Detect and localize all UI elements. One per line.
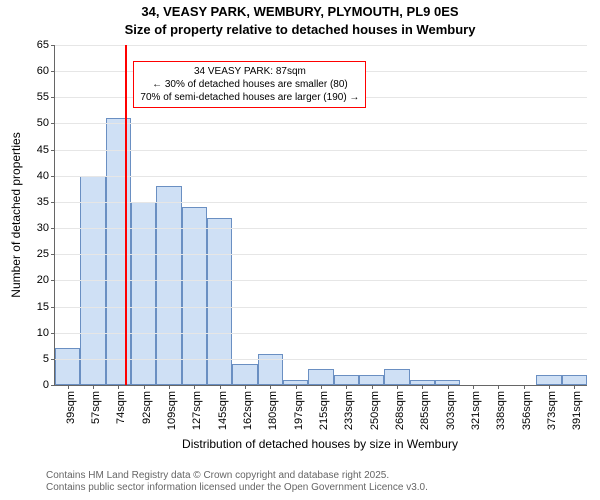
xtick-label: 74sqm [115, 391, 127, 424]
xtick-label: 391sqm [571, 391, 583, 430]
gridline [55, 333, 587, 334]
bar [384, 369, 409, 385]
gridline [55, 307, 587, 308]
xtick-mark [220, 385, 221, 389]
ytick-mark [51, 333, 55, 334]
annotation-line-2: ← 30% of detached houses are smaller (80… [140, 78, 359, 91]
ytick-mark [51, 228, 55, 229]
ytick-mark [51, 307, 55, 308]
ytick-mark [51, 385, 55, 386]
bar [536, 375, 561, 385]
ytick-mark [51, 254, 55, 255]
gridline [55, 150, 587, 151]
xtick-mark [194, 385, 195, 389]
marker-line [125, 45, 127, 385]
bar [308, 369, 333, 385]
ytick-mark [51, 45, 55, 46]
ytick-mark [51, 71, 55, 72]
bar [131, 202, 156, 385]
xtick-mark [422, 385, 423, 389]
xtick-label: 338sqm [495, 391, 507, 430]
ytick-mark [51, 123, 55, 124]
gridline [55, 45, 587, 46]
annotation-line-3: 70% of semi-detached houses are larger (… [140, 91, 359, 104]
xtick-label: 285sqm [419, 391, 431, 430]
xtick-mark [118, 385, 119, 389]
x-axis-label: Distribution of detached houses by size … [182, 437, 458, 451]
xtick-label: 162sqm [242, 391, 254, 430]
xtick-mark [574, 385, 575, 389]
bar [232, 364, 257, 385]
ytick-mark [51, 280, 55, 281]
xtick-label: 145sqm [217, 391, 229, 430]
bar [55, 348, 80, 385]
xtick-mark [169, 385, 170, 389]
xtick-label: 57sqm [90, 391, 102, 424]
xtick-mark [372, 385, 373, 389]
xtick-label: 92sqm [141, 391, 153, 424]
gridline [55, 202, 587, 203]
bar [334, 375, 359, 385]
chart-container: 34, VEASY PARK, WEMBURY, PLYMOUTH, PL9 0… [0, 0, 600, 500]
xtick-mark [397, 385, 398, 389]
y-axis-label: Number of detached properties [9, 132, 23, 297]
bar [207, 218, 232, 385]
xtick-mark [245, 385, 246, 389]
gridline [55, 280, 587, 281]
ytick-mark [51, 176, 55, 177]
title-line-2: Size of property relative to detached ho… [0, 22, 600, 37]
ytick-mark [51, 202, 55, 203]
xtick-label: 356sqm [521, 391, 533, 430]
bar [359, 375, 384, 385]
xtick-mark [549, 385, 550, 389]
ytick-mark [51, 359, 55, 360]
ytick-mark [51, 97, 55, 98]
xtick-label: 233sqm [343, 391, 355, 430]
xtick-label: 250sqm [369, 391, 381, 430]
annotation-line-1: 34 VEASY PARK: 87sqm [140, 65, 359, 78]
bar [156, 186, 181, 385]
xtick-mark [144, 385, 145, 389]
xtick-label: 303sqm [445, 391, 457, 430]
xtick-mark [68, 385, 69, 389]
xtick-label: 127sqm [191, 391, 203, 430]
xtick-mark [498, 385, 499, 389]
xtick-label: 321sqm [470, 391, 482, 430]
gridline [55, 176, 587, 177]
xtick-mark [321, 385, 322, 389]
plot-area: 05101520253035404550556065 39sqm57sqm74s… [54, 45, 587, 386]
xtick-label: 39sqm [65, 391, 77, 424]
gridline [55, 359, 587, 360]
footer: Contains HM Land Registry data © Crown c… [46, 470, 428, 494]
ytick-mark [51, 150, 55, 151]
xtick-label: 215sqm [318, 391, 330, 430]
xtick-label: 268sqm [394, 391, 406, 430]
title-line-1: 34, VEASY PARK, WEMBURY, PLYMOUTH, PL9 0… [0, 4, 600, 19]
xtick-label: 373sqm [546, 391, 558, 430]
xtick-mark [296, 385, 297, 389]
xtick-mark [93, 385, 94, 389]
xtick-label: 109sqm [166, 391, 178, 430]
xtick-mark [473, 385, 474, 389]
footer-line-2: Contains public sector information licen… [46, 482, 428, 494]
xtick-mark [346, 385, 347, 389]
bar [562, 375, 587, 385]
xtick-mark [448, 385, 449, 389]
xtick-label: 197sqm [293, 391, 305, 430]
xtick-mark [524, 385, 525, 389]
gridline [55, 228, 587, 229]
annotation-box: 34 VEASY PARK: 87sqm ← 30% of detached h… [133, 61, 366, 108]
xtick-label: 180sqm [267, 391, 279, 430]
gridline [55, 254, 587, 255]
xtick-mark [270, 385, 271, 389]
gridline [55, 123, 587, 124]
footer-line-1: Contains HM Land Registry data © Crown c… [46, 470, 428, 482]
